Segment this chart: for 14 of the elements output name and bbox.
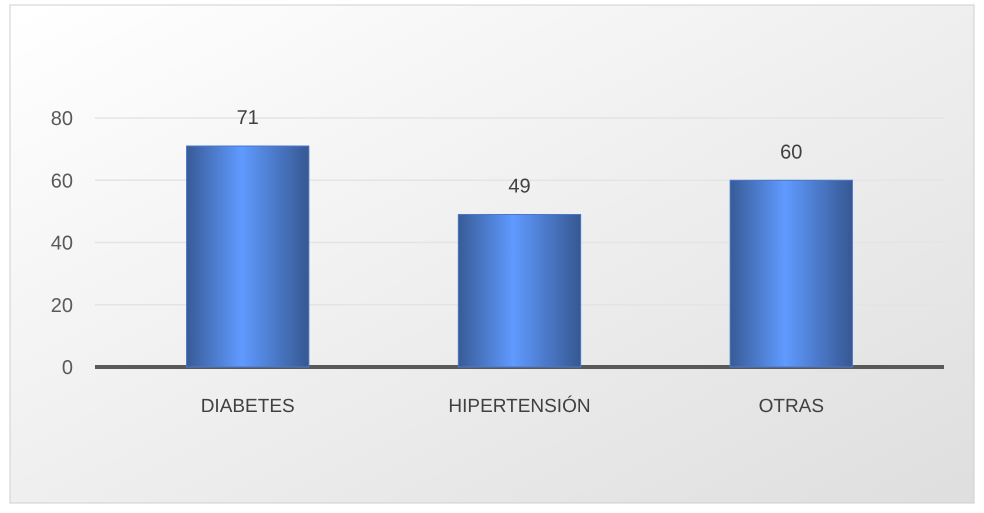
bar: [730, 180, 853, 368]
y-tick-label: 20: [50, 294, 73, 317]
x-tick-label: HIPERTENSIÓN: [448, 395, 591, 417]
data-label: 49: [508, 175, 531, 198]
x-tick-label: OTRAS: [758, 396, 824, 417]
bar: [458, 214, 582, 368]
bar: [186, 146, 310, 368]
data-label: 71: [236, 107, 259, 130]
y-tick-label: 40: [50, 232, 73, 254]
y-tick-label: 0: [62, 357, 73, 379]
x-tick-label: DIABETES: [200, 396, 295, 417]
data-label: 60: [780, 141, 802, 164]
y-tick-label: 60: [50, 170, 73, 192]
y-tick-label: 80: [50, 108, 73, 130]
